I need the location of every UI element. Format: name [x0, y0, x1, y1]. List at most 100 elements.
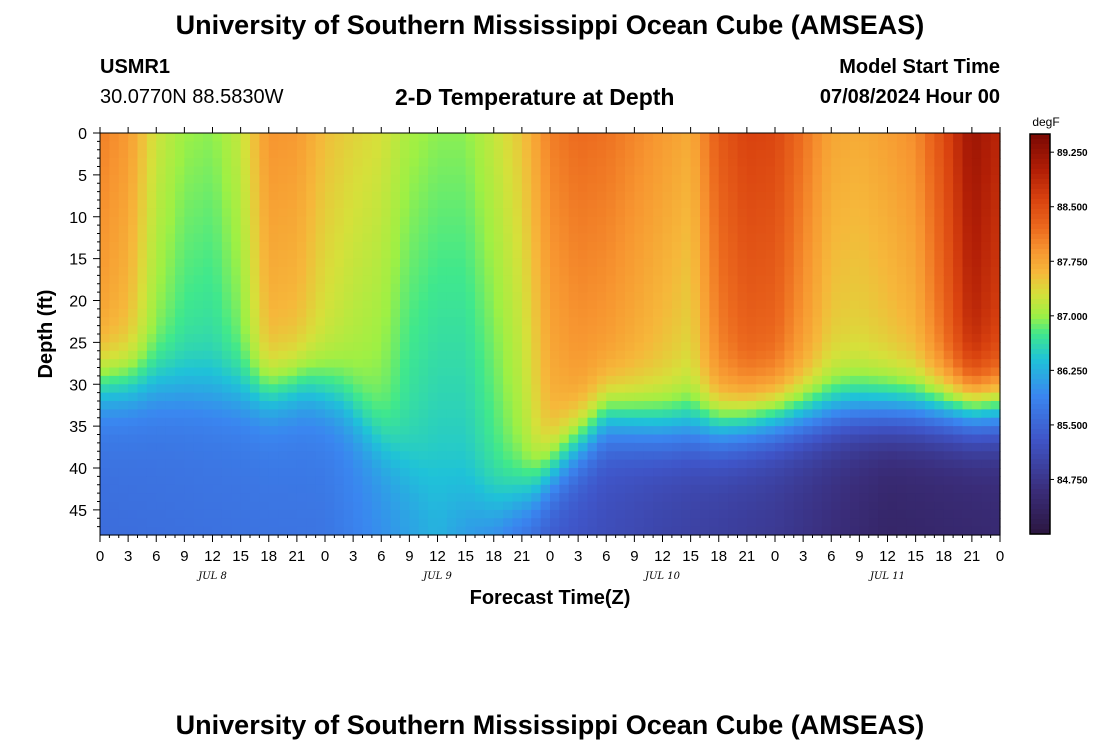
heatmap-cell	[353, 258, 364, 268]
heatmap-cell	[540, 158, 551, 168]
heatmap-cell	[840, 241, 851, 251]
heatmap-cell	[793, 141, 804, 151]
heatmap-cell	[456, 342, 467, 352]
heatmap-cell	[390, 200, 401, 209]
heatmap-cell	[578, 325, 589, 335]
heatmap-cell	[353, 308, 364, 318]
heatmap-cell	[971, 241, 982, 251]
heatmap-cell	[428, 359, 439, 369]
heatmap-cell	[990, 183, 1001, 193]
heatmap-cell	[503, 267, 514, 276]
heatmap-cell	[146, 191, 157, 201]
heatmap-cell	[146, 375, 157, 385]
heatmap-cell	[296, 384, 307, 394]
heatmap-cell	[943, 526, 954, 536]
heatmap-cell	[212, 459, 223, 469]
heatmap-cell	[390, 191, 401, 201]
heatmap-cell	[456, 233, 467, 243]
heatmap-cell	[259, 183, 270, 193]
heatmap-cell	[446, 417, 457, 427]
heatmap-cell	[793, 334, 804, 343]
heatmap-cell	[606, 275, 617, 285]
heatmap-cell	[634, 509, 645, 519]
heatmap-cell	[962, 158, 973, 168]
heatmap-cell	[465, 141, 476, 151]
heatmap-cell	[803, 308, 814, 318]
heatmap-cell	[868, 342, 879, 352]
heatmap-cell	[943, 442, 954, 452]
heatmap-cell	[812, 417, 823, 427]
y-tick-label: 15	[69, 252, 87, 269]
heatmap-cell	[334, 325, 345, 335]
heatmap-cell	[165, 468, 176, 477]
heatmap-cell	[709, 409, 720, 419]
heatmap-cell	[231, 308, 242, 318]
heatmap-cell	[221, 216, 232, 226]
heatmap-cell	[812, 267, 823, 276]
heatmap-cell	[878, 191, 889, 201]
heatmap-cell	[728, 283, 739, 293]
heatmap-cell	[531, 501, 542, 511]
heatmap-cell	[362, 267, 373, 276]
heatmap-cell	[990, 359, 1001, 369]
heatmap-cell	[437, 375, 448, 385]
heatmap-cell	[868, 350, 879, 360]
heatmap-cell	[400, 484, 410, 494]
heatmap-cell	[887, 133, 898, 142]
heatmap-cell	[784, 334, 795, 343]
heatmap-cell	[559, 258, 570, 268]
heatmap-cell	[390, 426, 401, 436]
heatmap-cell	[128, 392, 139, 402]
heatmap-cell	[456, 401, 467, 410]
heatmap-cell	[775, 258, 785, 268]
heatmap-cell	[812, 149, 823, 159]
heatmap-cell	[803, 459, 814, 469]
heatmap-cell	[390, 401, 401, 410]
heatmap-cell	[887, 233, 898, 243]
heatmap-cell	[643, 317, 654, 327]
heatmap-cell	[109, 442, 120, 452]
heatmap-cell	[475, 317, 485, 327]
heatmap-cell	[203, 493, 214, 503]
heatmap-cell	[128, 250, 139, 260]
x-tick-label: 21	[964, 548, 981, 565]
heatmap-cell	[653, 258, 664, 268]
heatmap-cell	[446, 325, 457, 335]
heatmap-cell	[775, 350, 785, 360]
heatmap-cell	[859, 191, 870, 201]
heatmap-cell	[550, 275, 560, 285]
heatmap-cell	[100, 501, 110, 511]
heatmap-cell	[165, 359, 176, 369]
heatmap-cell	[109, 426, 120, 436]
heatmap-cell	[896, 334, 907, 343]
colorbar-tick-label: 86.250	[1057, 366, 1088, 377]
heatmap-cell	[812, 275, 823, 285]
heatmap-cell	[512, 417, 523, 427]
heatmap-cell	[756, 493, 767, 503]
heatmap-cell	[409, 283, 420, 293]
heatmap-cell	[437, 141, 448, 151]
heatmap-cell	[840, 283, 851, 293]
heatmap-cell	[643, 334, 654, 343]
heatmap-cell	[100, 417, 110, 427]
heatmap-cell	[465, 401, 476, 410]
heatmap-cell	[325, 401, 335, 410]
heatmap-cell	[887, 300, 898, 310]
heatmap-cell	[531, 292, 542, 302]
heatmap-cell	[746, 468, 757, 477]
heatmap-cell	[615, 141, 626, 151]
heatmap-cell	[343, 183, 354, 193]
heatmap-cell	[240, 300, 251, 310]
heatmap-cell	[231, 417, 242, 427]
heatmap-cell	[775, 409, 785, 419]
heatmap-cell	[859, 300, 870, 310]
heatmap-cell	[146, 484, 157, 494]
heatmap-cell	[906, 200, 917, 209]
heatmap-cell	[953, 526, 964, 536]
footer-title: University of Southern Mississippi Ocean…	[175, 710, 925, 740]
heatmap-cell	[887, 384, 898, 394]
heatmap-cell	[100, 401, 110, 410]
heatmap-cell	[287, 166, 298, 176]
heatmap-cell	[596, 141, 607, 151]
heatmap-cell	[653, 350, 664, 360]
